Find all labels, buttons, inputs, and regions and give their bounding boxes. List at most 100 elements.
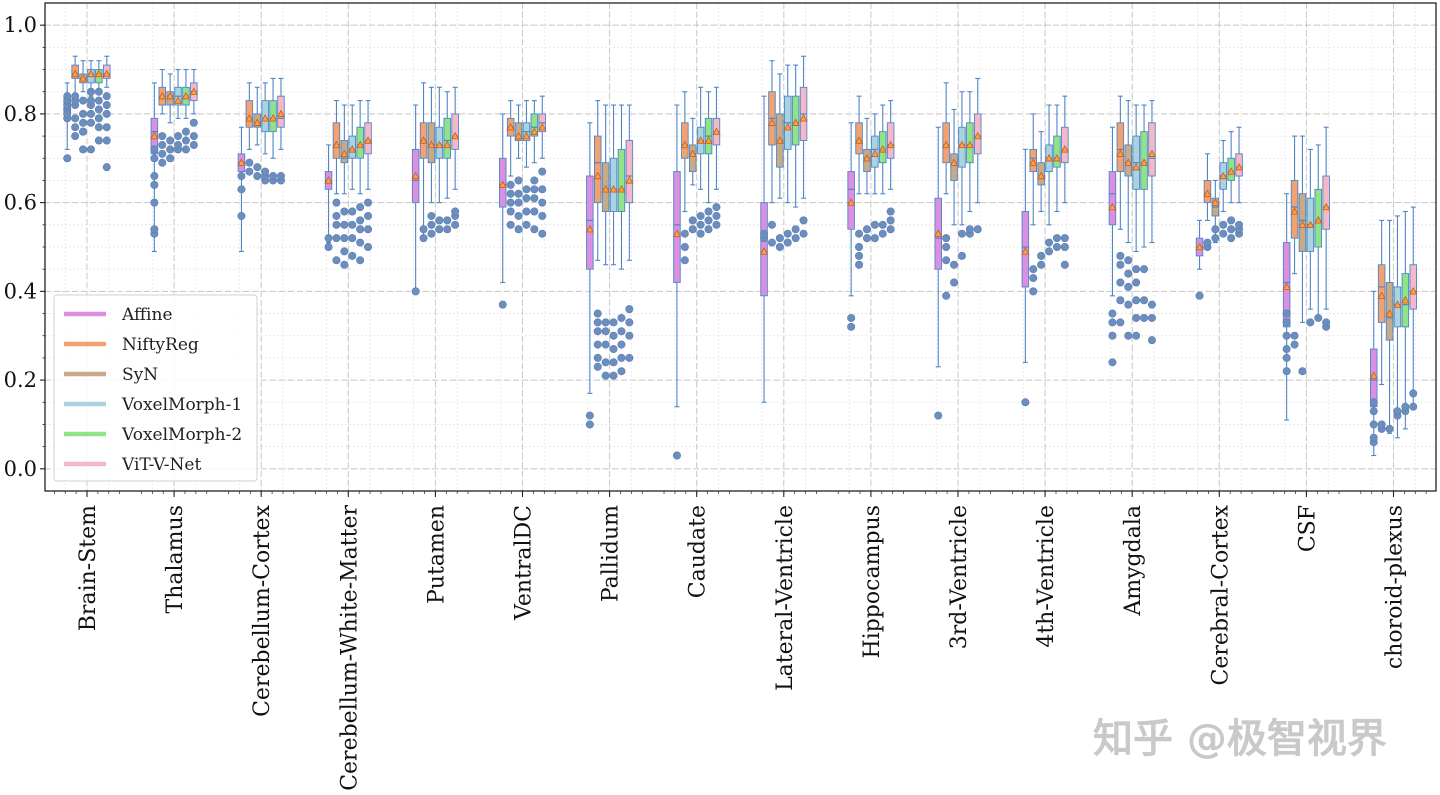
box-syn-12	[1124, 100, 1133, 340]
outlier-point	[1219, 229, 1228, 238]
box-vit-v-net-4	[450, 86, 460, 229]
outlier-point	[791, 234, 800, 243]
box-iqr	[1148, 122, 1156, 177]
outlier-point	[1147, 336, 1156, 345]
box-iqr	[950, 153, 958, 181]
box-syn-3	[340, 104, 349, 269]
y-tick-label: 0.0	[4, 457, 37, 481]
box-iqr	[673, 171, 681, 283]
outlier-point	[530, 185, 539, 194]
mean-marker	[340, 149, 349, 158]
mean-marker	[435, 140, 444, 149]
outlier-point	[340, 260, 349, 269]
outlier-point	[791, 225, 800, 234]
box-syn-1	[165, 73, 175, 163]
mean-marker	[973, 131, 982, 140]
mean-marker	[1131, 162, 1141, 171]
box-niftyreg-14	[1290, 135, 1299, 349]
mean-marker	[1226, 167, 1236, 175]
outlier-point	[427, 229, 436, 238]
category-label: Putamen	[424, 505, 449, 604]
box-voxelmorph-1-1	[173, 68, 183, 154]
mean-marker	[355, 140, 365, 149]
outlier-point	[585, 411, 594, 420]
box-syn-15	[1385, 219, 1394, 434]
outlier-point	[1322, 318, 1331, 327]
mean-marker	[150, 131, 159, 140]
box-niftyreg-13	[1203, 153, 1212, 252]
outlier-point	[181, 145, 190, 154]
outlier-point	[1052, 243, 1061, 252]
outlier-point	[166, 136, 175, 145]
outlier-point	[79, 109, 88, 118]
box-voxelmorph-2-2	[268, 77, 278, 185]
box-affine-8	[759, 95, 769, 403]
mean-marker	[102, 69, 111, 78]
mean-marker	[672, 229, 682, 237]
outlier-point	[174, 140, 183, 149]
mean-marker	[538, 122, 547, 131]
mean-marker	[1044, 153, 1054, 162]
mean-marker	[609, 185, 618, 193]
outlier-point	[886, 225, 895, 234]
outlier-point	[585, 420, 594, 429]
outlier-point	[181, 136, 190, 145]
outlier-point	[1132, 313, 1141, 322]
outlier-point	[1029, 265, 1038, 274]
category-label: Hippocampus	[860, 505, 885, 658]
outlier-point	[601, 358, 610, 367]
box-affine-15	[1369, 290, 1378, 457]
outlier-point	[443, 225, 452, 234]
mean-marker	[934, 229, 943, 237]
box-syn-8	[775, 73, 785, 252]
outlier-point	[522, 185, 531, 194]
box-syn-11	[1036, 131, 1046, 269]
outlier-point	[862, 234, 871, 243]
outlier-point	[1409, 402, 1418, 411]
outlier-point	[609, 345, 618, 354]
mean-marker	[783, 122, 792, 131]
outlier-point	[356, 225, 365, 234]
outlier-point	[712, 220, 721, 229]
outlier-point	[680, 256, 689, 265]
box-niftyreg-10	[941, 82, 951, 300]
legend-label: Affine	[121, 305, 173, 325]
outlier-point	[1045, 238, 1054, 247]
box-iqr	[514, 122, 523, 141]
mean-marker	[70, 69, 80, 78]
mean-marker	[443, 140, 452, 149]
box-voxelmorph-1-3	[348, 104, 357, 260]
box-iqr	[332, 122, 341, 159]
outlier-point	[593, 309, 602, 318]
outlier-point	[1203, 238, 1212, 247]
legend-label: ViT-V-Net	[121, 455, 201, 475]
mean-marker	[949, 158, 959, 166]
outlier-point	[625, 305, 634, 314]
outlier-point	[324, 243, 333, 252]
outlier-point	[332, 198, 341, 207]
outlier-point	[364, 211, 373, 220]
box-syn-2	[253, 86, 262, 181]
mean-marker	[1314, 216, 1323, 224]
outlier-point	[1124, 269, 1133, 278]
outlier-point	[245, 158, 254, 167]
watermark-text: 知乎 @极智视界	[1093, 716, 1387, 762]
outlier-point	[102, 101, 111, 110]
outlier-point	[94, 105, 103, 114]
outlier-point	[688, 225, 697, 234]
mean-marker	[158, 91, 167, 100]
outlier-point	[855, 229, 864, 238]
outlier-point	[269, 172, 278, 181]
outlier-point	[1037, 260, 1046, 269]
axes: 0.0 0.2 0.4 0.6 0.8 1.0 Brain-Stem Thalamus Cere…	[4, 13, 1427, 791]
outlier-point	[522, 207, 531, 216]
y-tick-label: 0.4	[4, 279, 37, 303]
mean-marker	[1393, 300, 1402, 308]
outlier-point	[340, 207, 349, 216]
outlier-point	[102, 109, 111, 118]
box-syn-7	[688, 117, 697, 234]
outlier-point	[760, 229, 769, 238]
mean-marker	[1195, 242, 1204, 251]
outlier-point	[950, 260, 959, 269]
category-label: Brain-Stem	[76, 505, 101, 631]
